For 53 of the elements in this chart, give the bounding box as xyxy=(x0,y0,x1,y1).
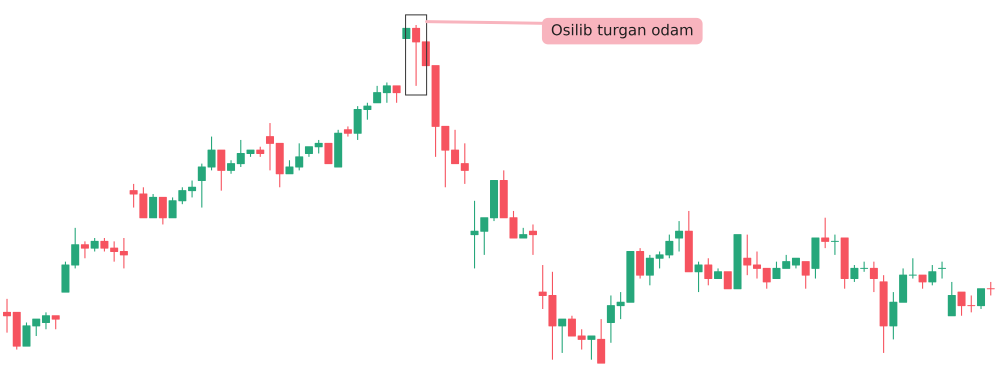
candlestick xyxy=(120,237,128,269)
candlestick xyxy=(509,210,518,239)
annotation: Osilib turgan odam xyxy=(552,24,692,38)
candlestick xyxy=(168,196,177,218)
candlestick xyxy=(948,281,956,316)
candlestick xyxy=(665,234,674,259)
candlestick xyxy=(724,271,732,290)
candlestick xyxy=(256,146,264,158)
candlestick xyxy=(977,288,986,310)
candlestick xyxy=(958,292,966,316)
candlestick xyxy=(42,312,50,330)
candlestick xyxy=(538,264,547,310)
candlestick xyxy=(354,106,362,140)
candlestick xyxy=(694,261,703,293)
candlestick xyxy=(587,335,596,360)
candlestick xyxy=(908,258,917,280)
candlestick xyxy=(373,85,382,104)
candlestick xyxy=(149,193,158,218)
candlestick xyxy=(460,142,469,184)
candlestick xyxy=(470,200,479,269)
candlestick xyxy=(821,217,830,249)
candlestick xyxy=(938,261,946,280)
candlestick xyxy=(324,142,332,164)
candlestick xyxy=(52,315,60,330)
candlestick xyxy=(217,150,226,192)
candlestick xyxy=(90,237,99,252)
candlestick xyxy=(558,318,566,354)
candlestick xyxy=(130,183,138,208)
candlestick xyxy=(597,318,606,364)
candlestick xyxy=(928,264,936,286)
candlestick xyxy=(519,227,528,239)
candlestick xyxy=(158,196,167,226)
candlestick xyxy=(363,102,372,120)
candlestick xyxy=(227,160,236,174)
candlestick xyxy=(636,248,644,280)
candlestick xyxy=(986,281,995,296)
candlestick xyxy=(266,122,274,171)
candlestick xyxy=(344,126,352,138)
candlestick xyxy=(870,261,878,293)
candlestick xyxy=(392,85,401,104)
candlestick xyxy=(139,186,148,218)
candlestick xyxy=(714,268,722,280)
candlestick xyxy=(830,234,839,256)
candlestick xyxy=(792,258,800,269)
candlestick xyxy=(918,274,927,290)
candlestick xyxy=(382,82,391,104)
candlestick xyxy=(528,224,537,256)
candlestick xyxy=(967,294,976,313)
candlestick xyxy=(802,261,810,290)
candlestick xyxy=(675,220,684,252)
candlestick xyxy=(704,258,712,286)
candlestick xyxy=(412,24,420,86)
candlestick xyxy=(80,240,89,259)
